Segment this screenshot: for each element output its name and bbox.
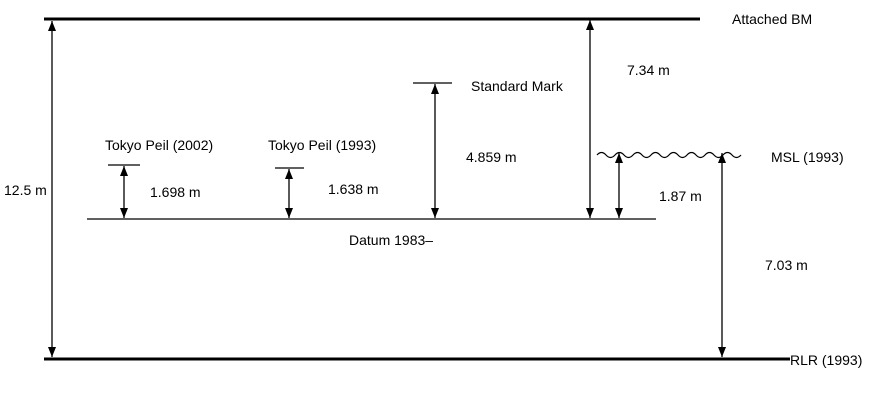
- msl-label: MSL (1993): [771, 149, 844, 165]
- datum-label: Datum 1983–: [349, 232, 433, 248]
- standard-mark-height-value: 4.859 m: [466, 149, 517, 165]
- standard-mark-label: Standard Mark: [471, 78, 564, 94]
- rlr-label: RLR (1993): [790, 352, 862, 368]
- msl-wave-line: [596, 151, 742, 159]
- tokyo-peil-2002-height-value: 1.698 m: [150, 184, 201, 200]
- msl-above-datum-value: 1.87 m: [659, 188, 702, 204]
- tokyo-peil-1993-label: Tokyo Peil (1993): [268, 137, 376, 153]
- tokyo-peil-2002-label: Tokyo Peil (2002): [105, 137, 213, 153]
- tokyo-peil-1993-height-value: 1.638 m: [328, 181, 379, 197]
- attached-bm-label: Attached BM: [732, 11, 812, 27]
- bm-above-datum-value: 7.34 m: [627, 62, 670, 78]
- total-height-value: 12.5 m: [4, 182, 47, 198]
- msl-above-rlr-value: 7.03 m: [765, 257, 808, 273]
